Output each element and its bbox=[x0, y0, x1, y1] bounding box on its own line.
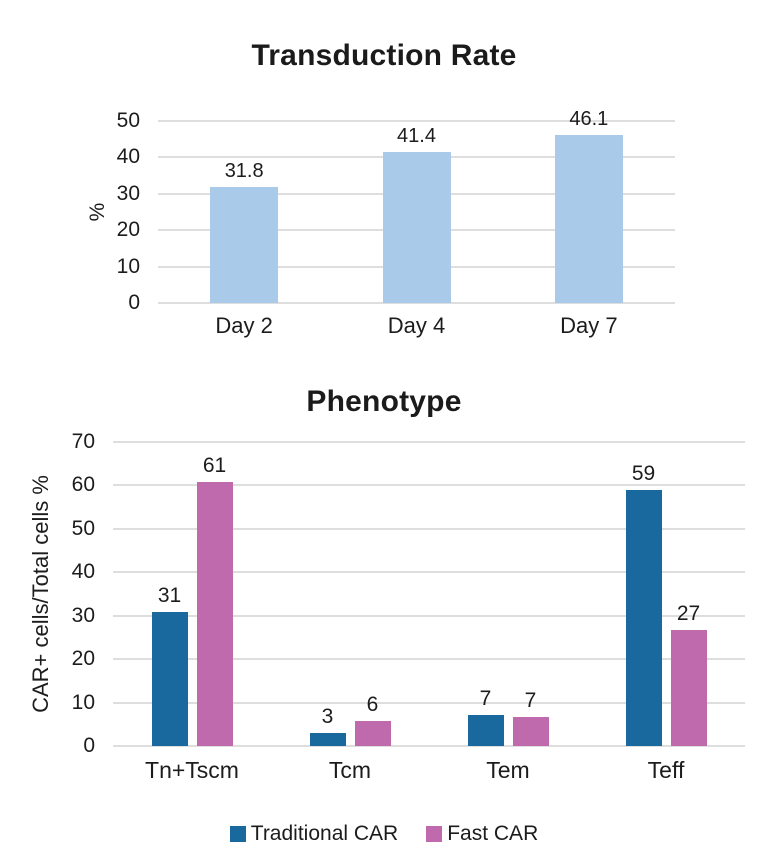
value-label-day-2: 31.8 bbox=[224, 160, 264, 183]
y-tick-label-30: 30 bbox=[116, 181, 140, 205]
value-label-traditional-car-tn-tscm: 31 bbox=[157, 583, 182, 607]
y-tick-label-70: 70 bbox=[71, 430, 95, 453]
gridline-60 bbox=[113, 484, 745, 487]
bar-fast-car-tcm bbox=[354, 721, 391, 746]
gridline-30 bbox=[113, 614, 745, 617]
bar-traditional-car-tn-tscm bbox=[151, 611, 188, 746]
value-label-fast-car-tem: 7 bbox=[524, 688, 537, 712]
category-label-tcm: Tcm bbox=[328, 757, 372, 783]
legend-label-traditional-car: Traditional CAR bbox=[250, 822, 399, 845]
legend-item-traditional-car: Traditional CAR bbox=[229, 822, 399, 846]
y-tick-label-50: 50 bbox=[71, 516, 95, 540]
gridline-10 bbox=[113, 701, 745, 704]
phenotype-title: Phenotype bbox=[306, 385, 462, 418]
legend-swatch-traditional-car bbox=[229, 826, 246, 842]
category-label-tn-tscm: Tn+Tscm bbox=[145, 757, 239, 783]
transduction-rate-y-axis-label: % bbox=[86, 202, 109, 222]
gridline-70 bbox=[113, 441, 745, 443]
gridline-0 bbox=[158, 302, 675, 304]
bar-traditional-car-teff bbox=[625, 489, 662, 746]
y-tick-label-50: 50 bbox=[116, 109, 140, 132]
bar-day-2 bbox=[210, 187, 279, 303]
category-label-day-4: Day 4 bbox=[387, 313, 446, 338]
transduction-rate-title: Transduction Rate bbox=[251, 39, 517, 72]
bar-traditional-car-tem bbox=[467, 715, 504, 746]
value-label-traditional-car-tcm: 3 bbox=[321, 705, 334, 729]
value-label-traditional-car-tem: 7 bbox=[479, 687, 492, 711]
value-label-fast-car-tn-tscm: 61 bbox=[202, 453, 227, 477]
y-tick-label-10: 10 bbox=[116, 254, 140, 278]
gridline-50 bbox=[113, 527, 745, 530]
bar-day-7 bbox=[554, 135, 623, 303]
category-label-tem: Tem bbox=[486, 757, 530, 783]
legend: Traditional CAR Fast CAR bbox=[0, 822, 768, 846]
legend-item-fast-car: Fast CAR bbox=[426, 822, 538, 846]
y-tick-label-40: 40 bbox=[116, 145, 140, 169]
y-tick-label-60: 60 bbox=[71, 473, 95, 497]
value-label-fast-car-teff: 27 bbox=[676, 601, 701, 625]
y-tick-label-10: 10 bbox=[71, 690, 95, 714]
gridline-20 bbox=[113, 658, 745, 661]
gridline-40 bbox=[113, 571, 745, 574]
legend-label-fast-car: Fast CAR bbox=[447, 822, 539, 845]
y-tick-label-20: 20 bbox=[116, 218, 140, 242]
gridline-0 bbox=[113, 745, 745, 747]
value-label-day-7: 46.1 bbox=[569, 108, 609, 131]
gridline-50 bbox=[158, 120, 675, 122]
value-label-traditional-car-teff: 59 bbox=[631, 461, 656, 485]
y-tick-label-30: 30 bbox=[71, 603, 95, 627]
bar-fast-car-tem bbox=[512, 716, 549, 746]
y-tick-label-0: 0 bbox=[83, 734, 95, 757]
legend-swatch-fast-car bbox=[426, 826, 443, 842]
y-tick-label-0: 0 bbox=[128, 291, 140, 314]
y-tick-label-40: 40 bbox=[71, 560, 95, 584]
bar-fast-car-teff bbox=[670, 629, 707, 746]
value-label-fast-car-tcm: 6 bbox=[366, 693, 379, 717]
category-label-day-2: Day 2 bbox=[215, 313, 273, 338]
category-label-teff: Teff bbox=[647, 757, 685, 783]
value-label-day-4: 41.4 bbox=[397, 125, 436, 148]
bar-fast-car-tn-tscm bbox=[196, 481, 233, 746]
bar-day-4 bbox=[382, 152, 451, 303]
category-label-day-7: Day 7 bbox=[560, 313, 618, 338]
bar-traditional-car-tcm bbox=[309, 733, 346, 746]
y-tick-label-20: 20 bbox=[71, 647, 95, 671]
